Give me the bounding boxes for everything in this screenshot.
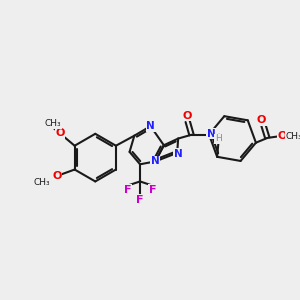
Text: N: N xyxy=(174,149,182,159)
Text: N: N xyxy=(207,129,216,139)
Text: O: O xyxy=(257,115,266,125)
Text: O: O xyxy=(183,111,192,121)
Text: CH₃: CH₃ xyxy=(44,119,61,128)
Text: O: O xyxy=(52,171,62,181)
Text: O: O xyxy=(56,128,65,139)
Text: CH₃: CH₃ xyxy=(286,131,300,140)
Text: O: O xyxy=(278,131,287,141)
Text: H: H xyxy=(215,134,221,143)
Text: F: F xyxy=(136,194,144,205)
Text: N: N xyxy=(146,121,155,131)
Text: N: N xyxy=(151,156,160,167)
Text: F: F xyxy=(124,185,131,195)
Text: CH₃: CH₃ xyxy=(34,178,51,187)
Text: F: F xyxy=(149,185,156,195)
